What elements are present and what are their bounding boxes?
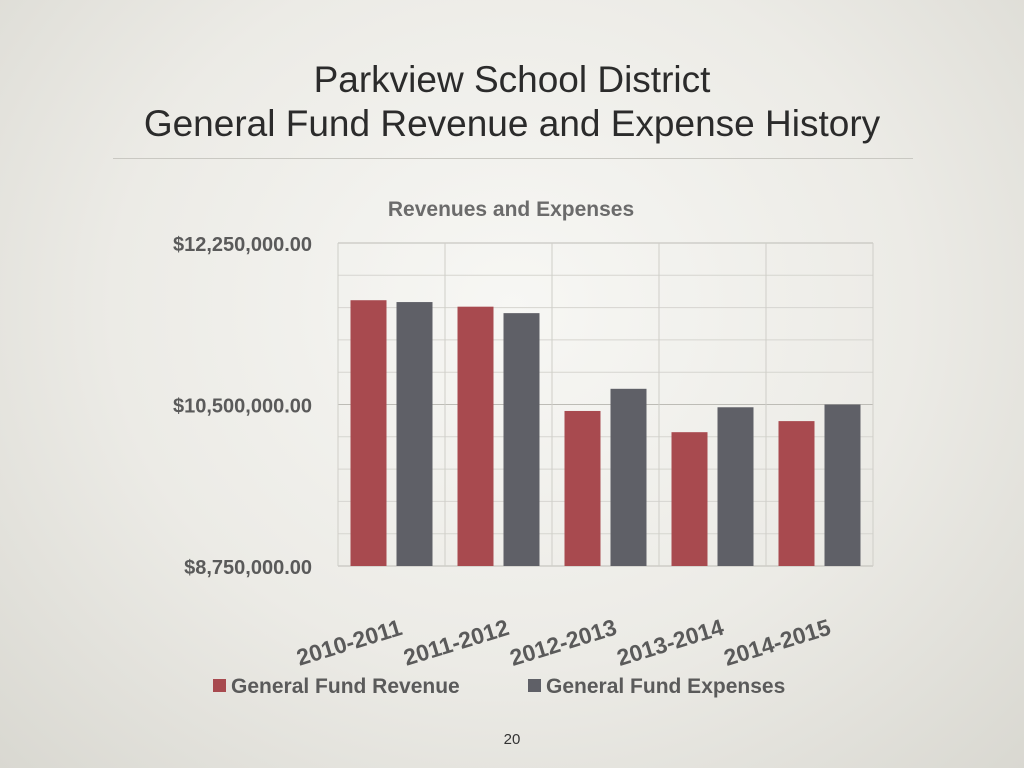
slide-title-line-2: General Fund Revenue and Expense History <box>143 103 881 144</box>
x-tick-label: 2013-2014 <box>614 614 727 671</box>
bar-revenue <box>457 306 494 566</box>
x-tick-label: 2011-2012 <box>400 614 512 671</box>
legend-label: General Fund Expenses <box>546 675 785 698</box>
bar-expenses <box>824 404 861 566</box>
chart-title: Revenues and Expenses <box>388 198 634 221</box>
bar-revenue <box>671 432 708 566</box>
bar-revenue <box>564 410 601 566</box>
y-tick-label: $12,250,000.00 <box>173 234 312 256</box>
y-tick-label: $8,750,000.00 <box>184 557 312 579</box>
bar-expenses <box>610 388 647 566</box>
bar-expenses <box>396 302 433 566</box>
page-number: 20 <box>503 731 521 748</box>
bar-expenses <box>717 407 754 566</box>
slide-title-line-1: Parkview School District <box>313 59 711 100</box>
legend-label: General Fund Revenue <box>231 675 460 698</box>
legend-swatch <box>213 679 226 692</box>
title-divider <box>113 158 913 159</box>
bar-expenses <box>503 313 540 566</box>
x-tick-label: 2014-2015 <box>721 614 834 671</box>
slide-title: Parkview School District General Fund Re… <box>0 58 1024 146</box>
y-tick-label: $10,500,000.00 <box>173 396 312 418</box>
legend-swatch <box>528 679 541 692</box>
bar-revenue <box>778 421 815 566</box>
x-tick-label: 2012-2013 <box>507 614 620 671</box>
x-tick-label: 2010-2011 <box>293 614 405 671</box>
bar-revenue <box>350 300 387 566</box>
